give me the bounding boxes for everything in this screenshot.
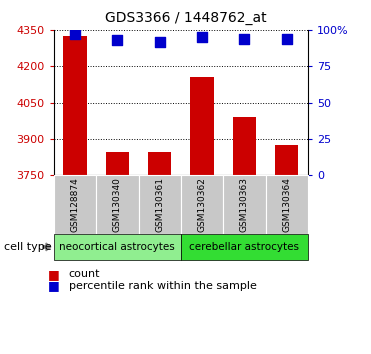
Text: cerebellar astrocytes: cerebellar astrocytes <box>190 242 299 252</box>
Text: GSM130362: GSM130362 <box>197 177 207 232</box>
Point <box>72 32 78 37</box>
Bar <box>233 117 256 175</box>
Point <box>157 39 162 45</box>
Point <box>114 38 120 43</box>
Bar <box>63 36 86 175</box>
Text: ■: ■ <box>48 279 60 292</box>
Point <box>242 36 247 42</box>
Text: GSM128874: GSM128874 <box>70 177 79 232</box>
Bar <box>275 145 298 175</box>
Bar <box>148 152 171 175</box>
Text: GSM130340: GSM130340 <box>113 177 122 232</box>
Point <box>284 36 290 42</box>
Text: ■: ■ <box>48 268 60 281</box>
Text: GDS3366 / 1448762_at: GDS3366 / 1448762_at <box>105 11 266 25</box>
Point <box>199 34 205 40</box>
Text: GSM130363: GSM130363 <box>240 177 249 232</box>
Text: GSM130361: GSM130361 <box>155 177 164 232</box>
Text: cell type: cell type <box>4 242 51 252</box>
Bar <box>106 152 129 175</box>
Text: percentile rank within the sample: percentile rank within the sample <box>69 281 256 291</box>
Text: neocortical astrocytes: neocortical astrocytes <box>59 242 175 252</box>
Text: count: count <box>69 269 100 279</box>
Bar <box>190 77 214 175</box>
Text: GSM130364: GSM130364 <box>282 177 291 232</box>
